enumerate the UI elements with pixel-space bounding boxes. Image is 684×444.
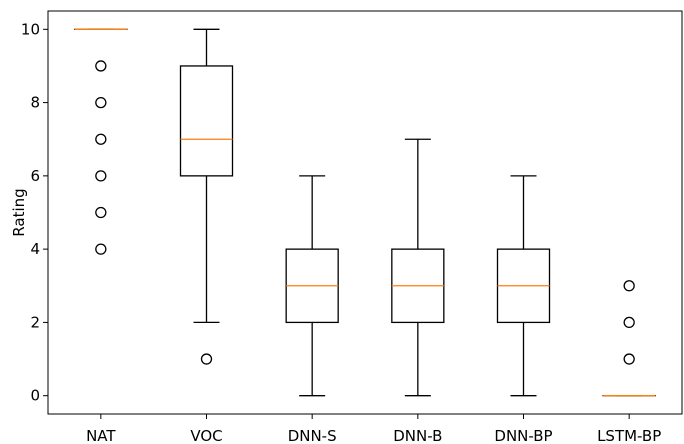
x-tick-label: DNN-S [288, 427, 337, 444]
y-tick-label: 6 [30, 167, 40, 185]
outlier-point [623, 353, 635, 365]
x-tick-label: LSTM-BP [597, 427, 661, 444]
outlier-point [95, 170, 107, 182]
outlier-point [95, 243, 107, 255]
box-group-voc [179, 28, 234, 365]
x-tick-label: DNN-BP [494, 427, 552, 444]
y-tick-label: 8 [30, 94, 40, 112]
y-tick-label: 4 [30, 240, 40, 258]
outlier-point [200, 353, 213, 365]
x-tick-label: DNN-B [393, 427, 442, 444]
y-axis-label: Rating [10, 188, 28, 236]
box-group-lstm-bp [602, 280, 656, 397]
box [179, 65, 234, 177]
plot-frame [47, 10, 683, 415]
y-axis: 0 2 4 6 8 10 [21, 20, 48, 405]
outlier-point [95, 60, 107, 72]
box-group-dnn-s [285, 175, 339, 397]
outlier-point [623, 280, 635, 292]
plot-area [47, 10, 683, 415]
box-group-dnn-bp [496, 175, 551, 397]
boxes [74, 28, 656, 397]
outlier-point [95, 206, 107, 219]
x-tick-label: VOC [190, 427, 222, 444]
box-group-dnn-b [391, 138, 445, 397]
outlier-point [95, 133, 107, 145]
y-tick-label: 2 [30, 313, 40, 331]
box-group-nat [74, 28, 128, 255]
y-tick-label: 10 [21, 20, 40, 38]
outlier-point [623, 316, 635, 329]
x-axis: NAT VOC DNN-S DNN-B DNN-BP LSTM-BP [86, 414, 661, 444]
outlier-point [95, 96, 107, 109]
x-tick-label: NAT [86, 427, 116, 444]
y-tick-label: 0 [30, 387, 40, 405]
